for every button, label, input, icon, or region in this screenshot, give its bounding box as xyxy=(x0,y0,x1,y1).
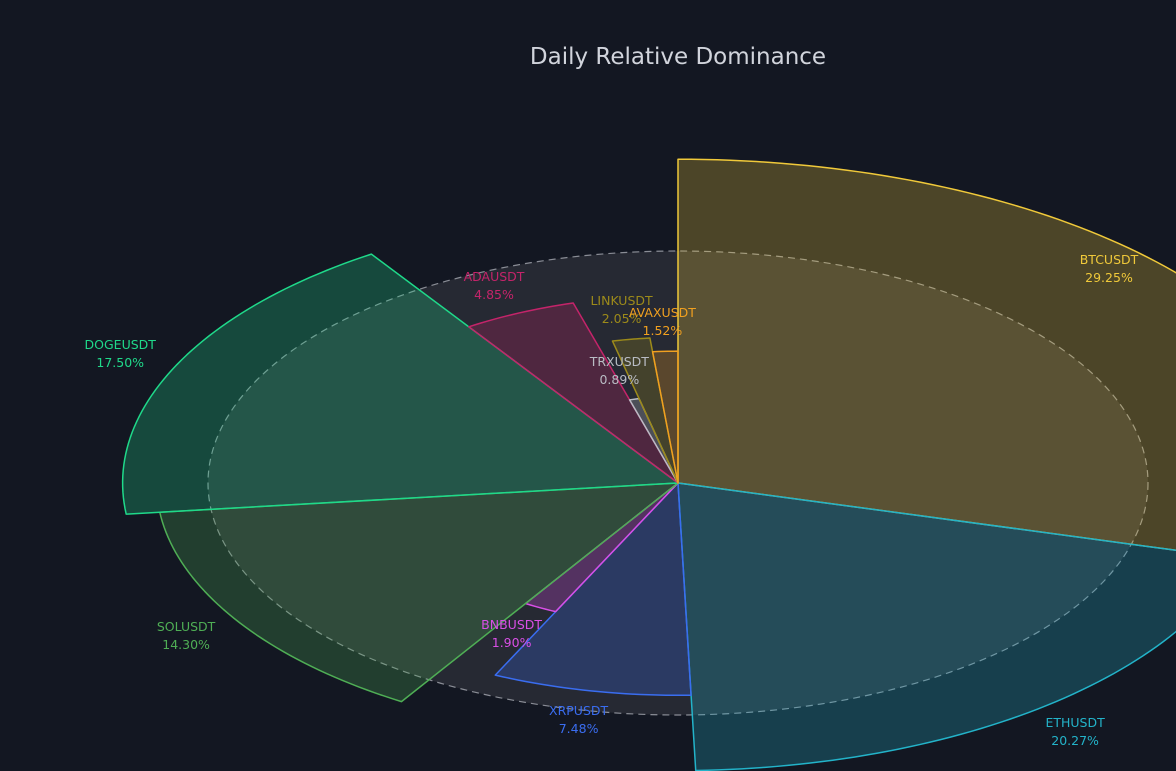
pie-slice-xrpusdt xyxy=(494,482,692,697)
slice-label-percent: 1.90% xyxy=(491,634,532,650)
pie-slice-solusdt xyxy=(159,482,679,703)
pie-slice-linkusdt xyxy=(611,337,679,484)
slice-label-solusdt: SOLUSDT 14.30% xyxy=(121,618,251,654)
slice-label-dogeusdt: DOGEUSDT 17.50% xyxy=(55,336,185,372)
slice-label-name: LINKUSDT xyxy=(590,292,653,308)
pie-slice-dogeusdt xyxy=(121,253,679,515)
slice-label-name: XRPUSDT xyxy=(549,702,609,718)
pie-slice-avaxusdt xyxy=(651,350,679,484)
slice-label-name: BTCUSDT xyxy=(1079,251,1139,267)
slice-label-name: BNBUSDT xyxy=(481,616,543,632)
slice-label-name: AVAXUSDT xyxy=(628,304,696,320)
slice-label-bnbusdt: BNBUSDT 1.90% xyxy=(447,616,577,652)
slice-label-name: ETHUSDT xyxy=(1045,715,1105,731)
chart-title: Daily Relative Dominance xyxy=(529,44,827,70)
slice-label-percent: 7.48% xyxy=(558,720,599,736)
slice-label-trxusdt: TRXUSDT 0.89% xyxy=(554,353,684,389)
slice-label-ethusdt: ETHUSDT 20.27% xyxy=(1010,714,1140,750)
slice-label-percent: 0.89% xyxy=(599,371,640,387)
slice-label-percent: 29.25% xyxy=(1085,269,1133,285)
slice-label-name: DOGEUSDT xyxy=(84,337,156,353)
slice-label-avaxusdt: AVAXUSDT 1.52% xyxy=(597,304,727,340)
slice-label-percent: 1.52% xyxy=(642,322,683,338)
slice-label-percent: 4.85% xyxy=(474,287,514,303)
slice-label-percent: 2.05% xyxy=(601,310,642,326)
slices-group xyxy=(121,158,1176,771)
slice-label-percent: 14.30% xyxy=(162,637,210,653)
slice-label-name: TRXUSDT xyxy=(589,353,649,369)
slice-label-xrpusdt: XRPUSDT 7.48% xyxy=(514,702,644,738)
slice-label-adausdt: ADAUSDT 4.85% xyxy=(429,268,559,304)
slice-label-percent: 17.50% xyxy=(96,355,145,371)
pie-slice-adausdt xyxy=(468,302,679,484)
slice-label-btcusdt: BTCUSDT 29.25% xyxy=(1044,251,1174,287)
pie-slice-btcusdt xyxy=(677,158,1176,552)
slice-label-name: SOLUSDT xyxy=(156,619,216,635)
pie-slice-bnbusdt xyxy=(524,482,679,613)
slice-label-percent: 20.27% xyxy=(1051,733,1099,749)
slice-label-linkusdt: LINKUSDT 2.05% xyxy=(557,292,687,328)
pie-slice-ethusdt xyxy=(677,482,1176,771)
slice-label-name: ADAUSDT xyxy=(463,269,525,285)
